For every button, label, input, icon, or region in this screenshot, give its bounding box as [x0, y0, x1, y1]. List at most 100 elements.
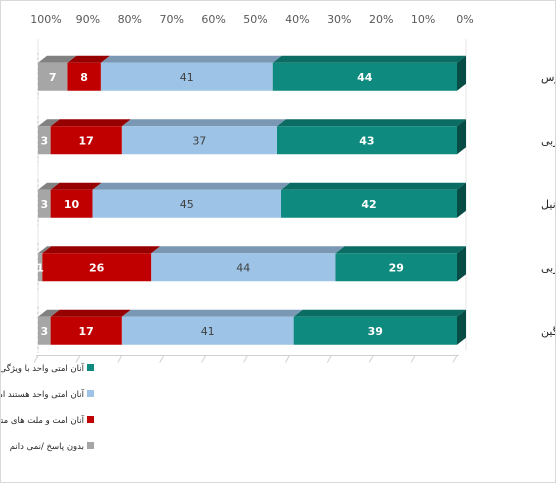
bar-segment: 43 [276, 119, 466, 155]
bar-segment: 42 [281, 182, 466, 218]
category-label: مشرق عربی [541, 261, 555, 274]
bar-top-face [67, 55, 110, 63]
floor-tick [159, 355, 165, 363]
bar-segment: 39 [293, 309, 466, 345]
bar-segment: 3 [38, 182, 60, 218]
bar-segment: 3 [38, 309, 60, 345]
bar [121, 316, 294, 345]
bar [42, 253, 152, 282]
bar [121, 126, 277, 155]
bar-top-face [50, 309, 131, 317]
bar-row: 44 41 8 7 [37, 52, 466, 99]
category-label: خلیج فارس [541, 71, 555, 84]
bar-segment: 8 [67, 55, 110, 91]
bar [276, 126, 457, 155]
floor-tick [326, 355, 332, 363]
data-label: 1 [36, 261, 44, 274]
bar-top-face [50, 182, 102, 190]
bar [38, 62, 68, 91]
x-axis: 0% 10% 20% 30% 40% 50% 60% 70% 80% 90% 100% [30, 13, 474, 363]
data-label: 43 [359, 134, 374, 147]
bar-row: 42 45 10 3 [37, 179, 466, 226]
legend-label: بدون پاسخ /نمی دانم [10, 442, 84, 452]
legend-entry: آنان امتی واحد با ویژگی های واحد هستند ک… [0, 362, 94, 374]
x-tick-label: 90% [76, 13, 100, 26]
bar-segment: 26 [42, 246, 161, 282]
legend-swatch [87, 442, 94, 449]
bar-segment: 3 [38, 119, 60, 155]
data-label: 8 [80, 71, 88, 84]
bar [50, 189, 93, 218]
bar-top-face [121, 309, 303, 317]
bar [151, 253, 336, 282]
bar-top-face [151, 246, 345, 254]
floor-tick [75, 355, 81, 363]
bar [293, 316, 457, 345]
legend-label: آنان امت و ملت های متفاوتی هستند که جز ر… [1, 414, 85, 426]
bar [272, 62, 457, 91]
bar [100, 62, 273, 91]
legend-entry: آنان امتی واحد هستند اما هر ملتی دارای و… [0, 388, 94, 400]
bar-row: 29 44 26 1 [36, 243, 466, 290]
category-labels: خلیج فارس مغرب عربی وادی نیل مشرق عربی میانگ… [541, 71, 556, 338]
bar [335, 253, 457, 282]
legend-swatch [87, 364, 94, 371]
data-label: 3 [40, 198, 48, 211]
data-label: 29 [389, 261, 404, 274]
bar [50, 126, 122, 155]
bar-side-face [457, 246, 466, 282]
floor-tick [410, 355, 416, 363]
x-tick-label: 0% [456, 13, 473, 26]
floor-tick [452, 355, 458, 363]
legend-label: آنان امتی واحد هستند اما هر ملتی دارای و… [1, 388, 85, 400]
data-label: 44 [357, 71, 373, 84]
bar [38, 316, 51, 345]
floor-tick [201, 355, 207, 363]
bar-side-face [457, 309, 466, 345]
x-tick-label: 60% [201, 13, 225, 26]
bar-segment: 17 [50, 309, 131, 345]
bar-segment: 10 [50, 182, 102, 218]
legend: آنان امتی واحد با ویژگی های واحد هستند ک… [0, 362, 94, 452]
bar-top-face [92, 182, 291, 190]
bar-top-face [100, 55, 282, 63]
bar-segment: 1 [36, 246, 52, 282]
legend-swatch [87, 390, 94, 397]
x-tick-label: 40% [285, 13, 309, 26]
floor-tick [117, 355, 123, 363]
bar-top-face [38, 55, 77, 63]
legend-label: آنان امتی واحد با ویژگی های واحد هستند ک… [1, 362, 85, 374]
bar-top-face [42, 246, 161, 254]
data-label: 39 [368, 325, 383, 338]
data-label: 42 [361, 198, 376, 211]
bar-top-face [293, 309, 466, 317]
bar-row: 39 41 17 3 [37, 306, 466, 353]
floor-tick [284, 355, 290, 363]
bar-side-face [457, 119, 466, 155]
x-tick-label: 30% [327, 13, 351, 26]
bar-row: 43 37 17 3 [37, 116, 466, 163]
x-tick-label: 10% [411, 13, 435, 26]
bar-top-face [38, 246, 52, 254]
data-label: 45 [180, 198, 194, 211]
bar-segment: 41 [100, 55, 282, 91]
data-label: 41 [180, 71, 194, 84]
legend-entry: بدون پاسخ /نمی دانم [10, 442, 94, 452]
bar [38, 126, 51, 155]
bar-top-face [38, 309, 60, 317]
floor-tick [33, 355, 39, 363]
bar [38, 253, 43, 282]
x-tick-label: 80% [118, 13, 142, 26]
category-label: مغرب عربی [541, 134, 555, 147]
bar-segment: 37 [121, 119, 286, 155]
bar-top-face [335, 246, 466, 254]
bar-side-face [457, 182, 466, 218]
bar-top-face [121, 119, 286, 127]
legend-entry: آنان امت و ملت های متفاوتی هستند که جز ر… [0, 414, 94, 426]
bar-segment: 41 [121, 309, 303, 345]
bar-segment: 7 [38, 55, 77, 91]
x-tick-label: 20% [369, 13, 393, 26]
bar [38, 189, 51, 218]
